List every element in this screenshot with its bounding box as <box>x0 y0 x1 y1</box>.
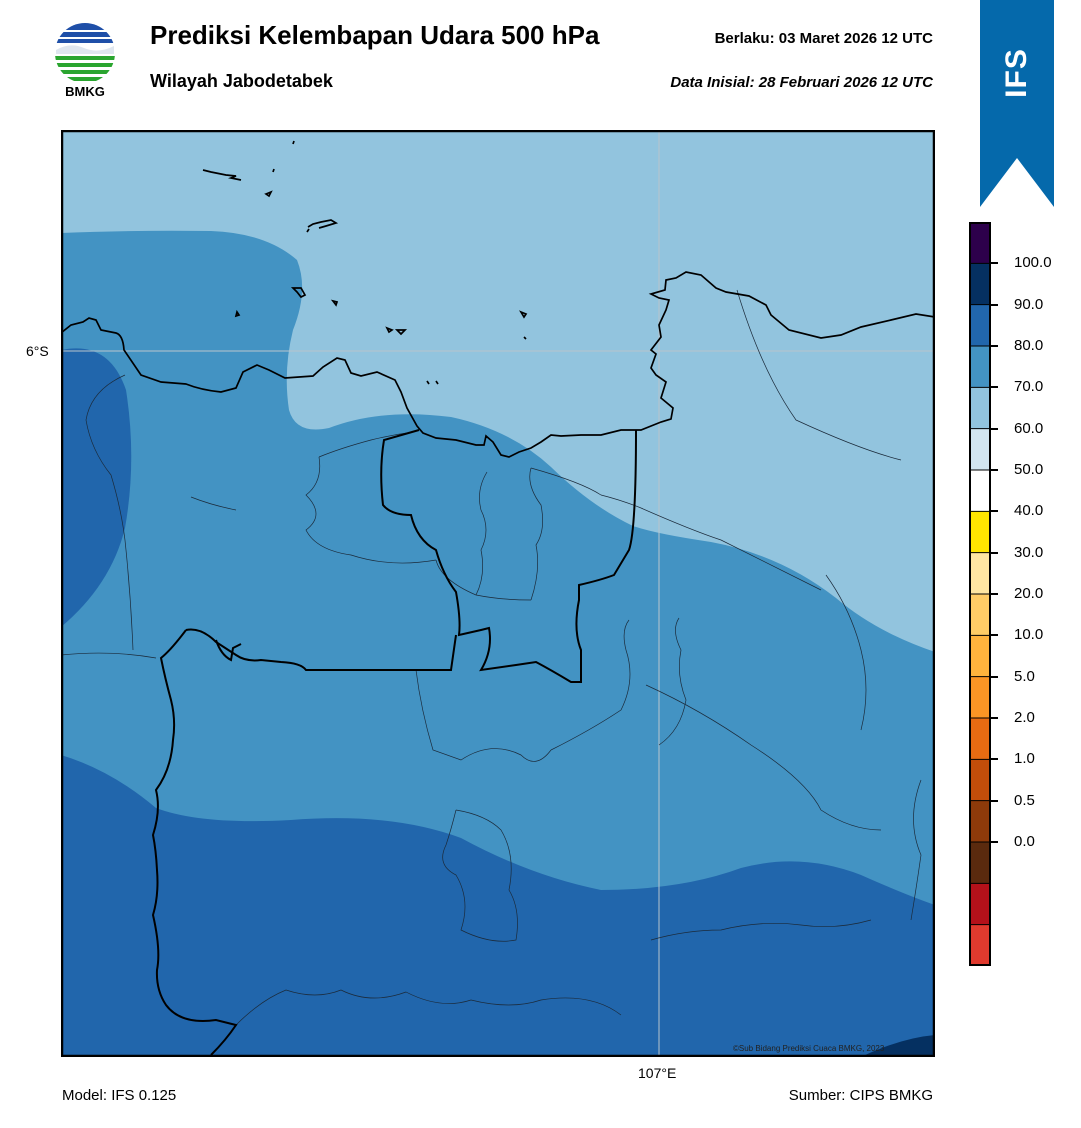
colorbar-tick <box>991 758 998 761</box>
colorbar-block <box>969 635 991 678</box>
colorbar-tick-label: 5.0 <box>1014 667 1035 685</box>
colorbar-block <box>969 304 991 347</box>
colorbar-tick <box>991 551 998 554</box>
colorbar-tick <box>991 427 998 430</box>
colorbar-block <box>969 842 991 884</box>
colorbar-tick-label: 70.0 <box>1014 378 1044 396</box>
region-subtitle: Wilayah Jabodetabek <box>150 71 333 91</box>
colorbar-block <box>969 387 991 430</box>
colorbar-block <box>969 552 991 595</box>
colorbar-tick <box>991 469 998 471</box>
colorbar-tick <box>991 510 998 513</box>
colorbar-tick-label: 50.0 <box>1014 461 1044 478</box>
colorbar-block <box>969 222 991 264</box>
colorbar-tick-label: 20.0 <box>1014 585 1044 602</box>
colorbar-tick <box>991 345 998 347</box>
page-title: Prediksi Kelembapan Udara 500 hPa <box>150 20 600 50</box>
longitude-label: 107°E <box>638 1065 677 1081</box>
humidity-band-60-70 <box>61 130 935 652</box>
colorbar-tick <box>991 262 998 265</box>
colorbar-block <box>969 511 991 554</box>
ifs-ribbon-label: IFS <box>999 48 1033 98</box>
colorbar-tick-label: 100.0 <box>1014 254 1052 272</box>
colorbar-tick <box>991 675 998 678</box>
colorbar-tick-label: 2.0 <box>1014 709 1035 726</box>
humidity-map <box>61 130 935 1057</box>
humidity-band-80-90-south <box>61 755 935 1057</box>
initial-time: Data Inisial: 28 Februari 2026 12 UTC <box>670 74 933 91</box>
colorbar-block <box>969 594 991 636</box>
colorbar-tick <box>991 841 998 843</box>
ifs-ribbon <box>980 0 1054 207</box>
source-label: Sumber: CIPS BMKG <box>788 1087 933 1104</box>
coastline <box>61 140 935 458</box>
humidity-band-80-90-west <box>61 348 132 627</box>
colorbar-tick <box>991 303 998 306</box>
colorbar-block <box>969 676 991 719</box>
colorbar-tick <box>991 386 998 389</box>
colorbar-block <box>969 470 991 512</box>
colorbar-block <box>969 883 991 926</box>
colorbar-tick <box>991 799 998 802</box>
valid-time: Berlaku: 03 Maret 2026 12 UTC <box>714 30 933 47</box>
colorbar-block <box>969 800 991 843</box>
humidity-band-90-100 <box>861 1035 935 1057</box>
colorbar-block <box>969 924 991 966</box>
colorbar-tick-label: 10.0 <box>1014 626 1044 644</box>
colorbar-tick-label: 0.5 <box>1014 791 1035 809</box>
colorbar-tick-label: 30.0 <box>1014 543 1044 561</box>
copyright-credit: ©Sub Bidang Prediksi Cuaca BMKG, 2023 <box>733 1044 885 1053</box>
colorbar-tick-label: 80.0 <box>1014 337 1044 354</box>
colorbar-block <box>969 759 991 802</box>
latitude-label: 6°S <box>26 343 49 359</box>
bmkg-logo-text: BMKG <box>65 84 105 99</box>
colorbar-tick <box>991 593 998 595</box>
model-label: Model: IFS 0.125 <box>62 1087 177 1104</box>
colorbar-block <box>969 346 991 388</box>
colorbar-tick-label: 40.0 <box>1014 502 1044 520</box>
district-boundaries <box>61 289 922 1026</box>
colorbar-tick <box>991 717 998 719</box>
colorbar-tick-label: 0.0 <box>1014 833 1035 850</box>
colorbar-tick-label: 1.0 <box>1014 750 1035 768</box>
colorbar-block <box>969 718 991 760</box>
colorbar-tick-label: 90.0 <box>1014 295 1044 313</box>
colorbar-tick <box>991 634 998 637</box>
colorbar-block <box>969 263 991 306</box>
colorbar <box>969 222 991 966</box>
colorbar-tick-label: 60.0 <box>1014 419 1044 437</box>
bmkg-logo-icon <box>52 20 118 102</box>
province-boundaries <box>151 429 637 1056</box>
colorbar-block <box>969 428 991 471</box>
